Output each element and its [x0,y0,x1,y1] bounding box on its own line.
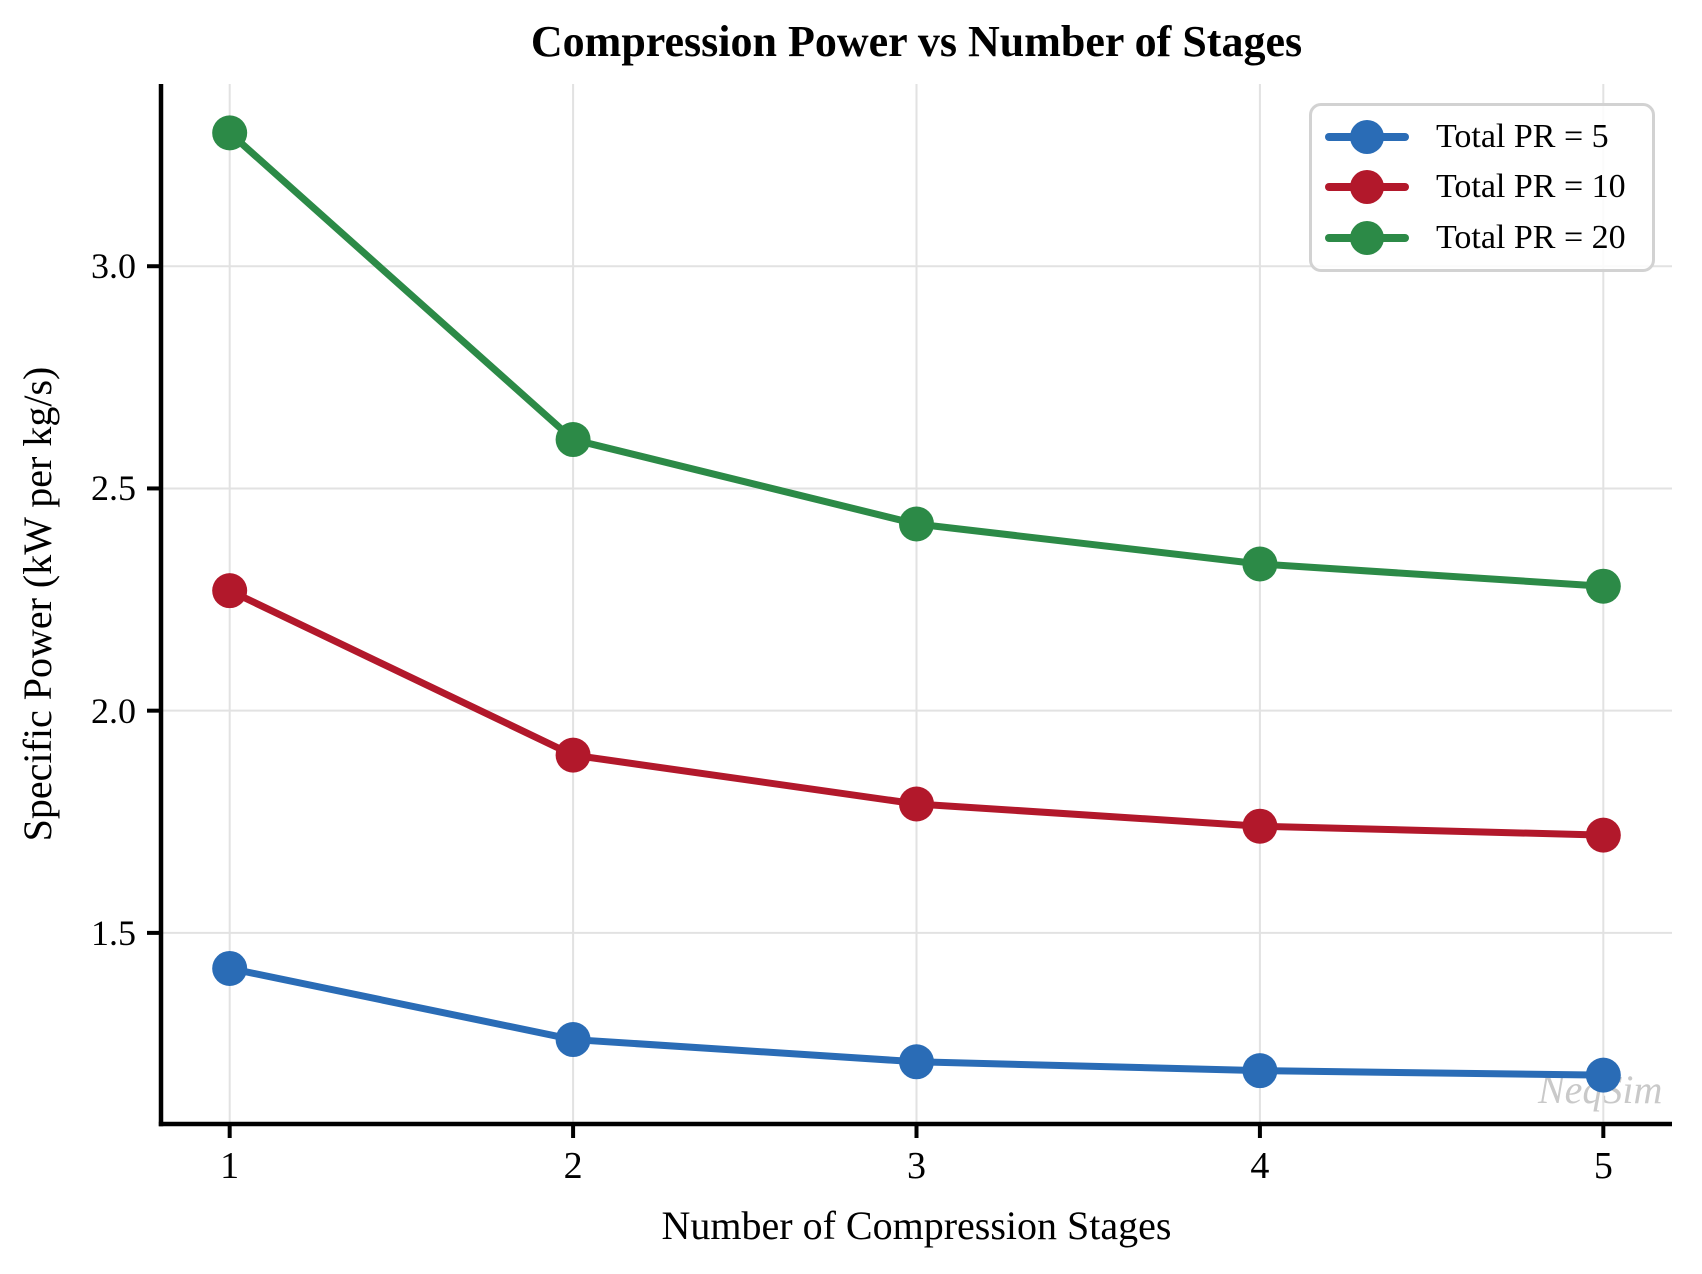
y-tick-label: 3.0 [91,246,136,287]
legend-item-total-pr-20: Total PR = 20 [1325,215,1652,261]
legend-marker-icon [1325,120,1409,155]
data-point-marker [899,1044,934,1080]
y-tick-label: 2.0 [91,690,136,731]
x-tick-label: 3 [907,1145,926,1187]
x-tick-label: 5 [1593,1145,1613,1187]
x-tick-label: 1 [220,1145,240,1187]
legend-marker-icon [1325,220,1409,255]
x-tick-label: 4 [1250,1145,1270,1187]
data-point-marker [899,786,934,822]
legend-dot-icon [1350,120,1384,155]
y-tick-label: 1.5 [91,912,136,953]
chart-title: Compression Power vs Number of Stages [530,17,1303,66]
data-point-marker [212,573,248,609]
x-axis-label: Number of Compression Stages [661,1203,1172,1248]
legend-label: Total PR = 10 [1436,168,1626,206]
data-point-marker [1585,568,1621,604]
data-point-marker [1242,808,1278,844]
legend-item-total-pr-10: Total PR = 10 [1325,164,1652,210]
data-point-marker [212,950,248,986]
data-point-marker [1585,1057,1621,1093]
data-point-marker [899,506,934,542]
legend-dot-icon [1350,220,1384,255]
data-point-marker [555,737,591,773]
x-tick-label: 2 [563,1145,583,1187]
legend-dot-icon [1350,170,1384,205]
data-point-marker [555,1022,591,1058]
data-point-marker [555,422,591,458]
legend-marker-icon [1325,170,1409,205]
data-point-marker [1242,546,1278,582]
data-point-marker [1242,1053,1278,1089]
legend-item-total-pr-5: Total PR = 5 [1325,114,1652,160]
legend-label: Total PR = 5 [1436,118,1609,156]
legend-label: Total PR = 20 [1436,218,1626,256]
legend: Total PR = 5 Total PR = 10 Total PR = 20 [1309,103,1655,272]
data-point-marker [212,115,248,151]
data-point-marker [1585,817,1621,853]
y-tick-label: 2.5 [91,468,136,509]
y-axis-label: Specific Power (kW per kg/s) [15,366,60,842]
